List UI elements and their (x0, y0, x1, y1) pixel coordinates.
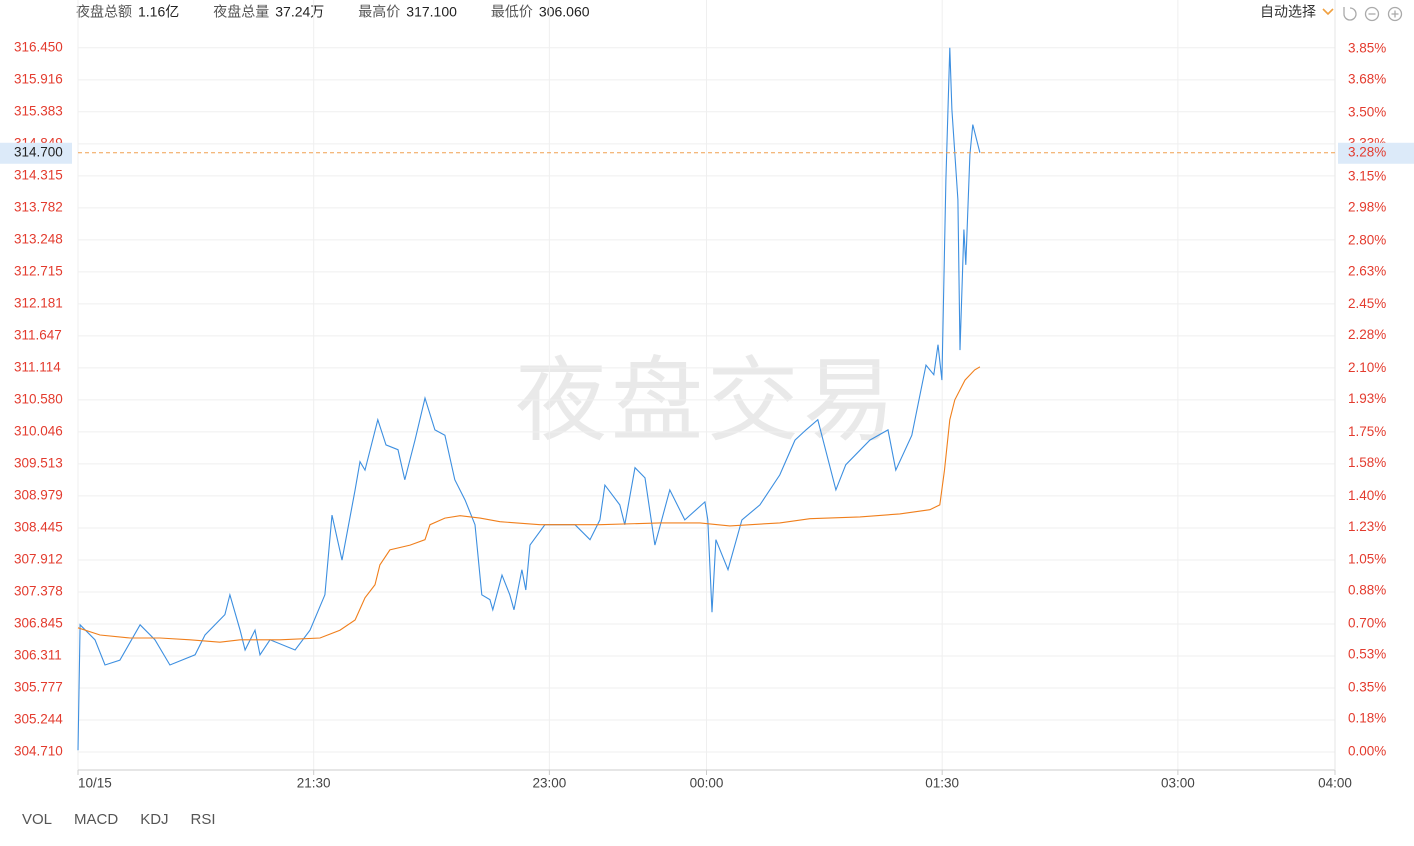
dropdown-icon[interactable] (1322, 8, 1334, 16)
y2-tick-label: 1.23% (1348, 519, 1386, 534)
y2-tick-label: 3.85% (1348, 41, 1386, 56)
stat-label: 夜盘总额 (76, 4, 132, 20)
y-tick-label: 315.916 (14, 71, 63, 86)
indicator-tab[interactable]: MACD (74, 811, 118, 828)
y2-tick-label: 2.10% (1348, 360, 1386, 375)
x-tick-label: 10/15 (78, 776, 112, 791)
y-tick-label: 314.315 (14, 167, 63, 182)
current-price-label: 314.700 (14, 144, 63, 159)
y-tick-label: 307.912 (14, 552, 63, 567)
stat-label: 最高价 (358, 4, 400, 20)
indicator-tab[interactable]: KDJ (140, 811, 168, 828)
zoom-out-icon[interactable] (1364, 6, 1380, 22)
indicator-tab[interactable]: RSI (191, 811, 216, 828)
reset-icon[interactable] (1343, 7, 1357, 21)
y2-tick-label: 1.05% (1348, 552, 1386, 567)
y-tick-label: 310.046 (14, 423, 63, 438)
y2-tick-label: 0.18% (1348, 710, 1386, 725)
stat-label: 夜盘总量 (213, 4, 269, 20)
y-tick-label: 313.248 (14, 231, 63, 246)
y-tick-label: 309.513 (14, 455, 63, 470)
toolbar (1343, 6, 1403, 22)
y-tick-label: 304.710 (14, 744, 63, 759)
y2-tick-label: 0.53% (1348, 647, 1386, 662)
y2-tick-label: 0.70% (1348, 616, 1386, 631)
y-tick-label: 313.782 (14, 199, 63, 214)
y-tick-label: 306.311 (14, 648, 62, 663)
y-tick-label: 307.378 (14, 584, 63, 599)
y2-tick-label: 3.15% (1348, 168, 1386, 183)
y-tick-label: 311.647 (14, 327, 62, 342)
y2-tick-label: 2.98% (1348, 199, 1386, 214)
watermark: 夜盘交易 (515, 350, 899, 452)
current-pct-box (1338, 142, 1414, 164)
y-tick-label: 316.450 (14, 39, 63, 54)
stat-value: 317.100 (406, 4, 457, 20)
y2-tick-label: 2.28% (1348, 327, 1386, 342)
x-tick-label: 01:30 (925, 776, 959, 791)
y-tick-label: 310.580 (14, 391, 63, 406)
y2-tick-label: 3.50% (1348, 105, 1386, 120)
price-line (77, 366, 981, 643)
y-tick-label: 306.845 (14, 616, 63, 631)
auto-select[interactable]: 自动选择 (1260, 4, 1316, 20)
y2-tick-label: 0.88% (1348, 583, 1386, 598)
y-tick-label: 305.777 (14, 680, 63, 695)
x-tick-label: 03:00 (1161, 776, 1195, 791)
y-tick-label: 311.114 (14, 359, 61, 374)
y2-tick-label: 1.93% (1348, 391, 1386, 406)
y-tick-label: 305.244 (14, 712, 63, 727)
y2-tick-label: 0.00% (1348, 743, 1386, 758)
y2-tick-label: 0.35% (1348, 679, 1386, 694)
x-tick-label: 21:30 (297, 776, 331, 791)
x-tick-label: 00:00 (690, 776, 724, 791)
y-tick-label: 308.979 (14, 487, 63, 502)
x-tick-label: 23:00 (532, 776, 566, 791)
y2-tick-label: 2.45% (1348, 296, 1386, 311)
stat-label: 最低价 (491, 4, 533, 20)
x-tick-label: 04:00 (1318, 776, 1352, 791)
stat-value: 1.16亿 (138, 4, 179, 20)
stat-value: 306.060 (539, 4, 590, 20)
y2-tick-label: 1.58% (1348, 455, 1386, 470)
y-tick-label: 312.715 (14, 263, 63, 278)
y2-tick-label: 1.75% (1348, 424, 1386, 439)
y2-tick-label: 2.80% (1348, 232, 1386, 247)
y2-tick-label: 2.63% (1348, 263, 1386, 278)
price-line (77, 47, 981, 751)
indicator-tab[interactable]: VOL (22, 811, 52, 828)
y-tick-label: 308.445 (14, 520, 63, 535)
zoom-in-icon[interactable] (1387, 6, 1403, 22)
y-tick-label: 315.383 (14, 103, 63, 118)
y2-tick-label: 3.68% (1348, 72, 1386, 87)
stat-value: 37.24万 (275, 4, 324, 20)
y-tick-label: 312.181 (14, 295, 63, 310)
current-price-box (0, 142, 72, 164)
y2-tick-label: 1.40% (1348, 488, 1386, 503)
current-pct-label: 3.28% (1348, 144, 1386, 159)
